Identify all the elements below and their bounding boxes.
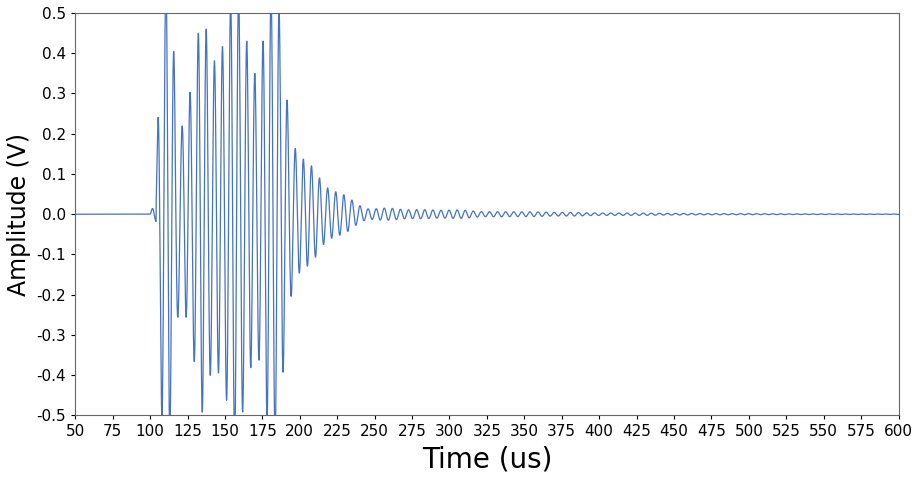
Y-axis label: Amplitude (V): Amplitude (V) (7, 132, 31, 296)
X-axis label: Time (us): Time (us) (421, 445, 551, 473)
